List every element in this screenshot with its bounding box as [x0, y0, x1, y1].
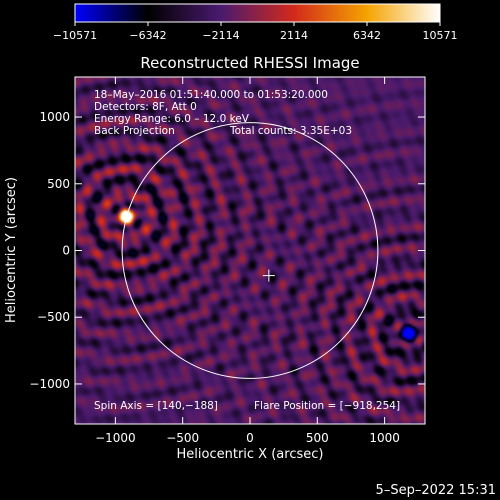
- colorbar-tick-label: 6342: [353, 29, 381, 42]
- x-axis-ticks: −1000 −500 0 500 1000: [95, 77, 400, 445]
- colorbar-tick-label: −6342: [129, 29, 166, 42]
- x-axis-label: Heliocentric X (arcsec): [177, 447, 324, 462]
- y-tick-label: 500: [47, 177, 70, 191]
- y-axis-ticks: 1000 500 0 −500 −1000: [29, 110, 425, 391]
- y-tick-label: 0: [62, 244, 70, 258]
- x-tick-label: 500: [306, 431, 329, 445]
- x-tick-label: −1000: [95, 431, 136, 445]
- plot-title: Reconstructed RHESSI Image: [140, 54, 359, 72]
- y-tick-label: 1000: [39, 110, 70, 124]
- y-axis-label: Heliocentric Y (arcsec): [4, 177, 19, 323]
- x-tick-label: −500: [166, 431, 199, 445]
- x-tick-label: 1000: [369, 431, 400, 445]
- colorbar-ticks: −10571 −6342 −2114 2114 6342 10571: [53, 22, 458, 42]
- spin-axis-label: Spin Axis = [140,−188]: [94, 400, 218, 412]
- timestamp: 5–Sep–2022 15:31: [376, 483, 496, 498]
- spin-axis-marker: [262, 269, 275, 282]
- x-tick-label: 0: [246, 431, 254, 445]
- colorbar-tick-label: 2114: [280, 29, 308, 42]
- colorbar-tick-label: 10571: [423, 29, 458, 42]
- colorbar-tick-label: −10571: [53, 29, 97, 42]
- info-line-method: Back Projection: [94, 125, 175, 137]
- info-line-date: 18–May–2016 01:51:40.000 to 01:53:20.000: [94, 89, 328, 101]
- solar-limb: [121, 122, 379, 379]
- info-line-energy: Energy Range: 6.0 – 12.0 keV: [94, 113, 250, 125]
- colorbar: [74, 3, 441, 23]
- colorbar-tick-label: −2114: [202, 29, 239, 42]
- info-line-detectors: Detectors: 8F, Att 0: [94, 101, 197, 113]
- heatmap-image: [75, 77, 425, 424]
- info-total-counts: Total counts: 3.35E+03: [229, 125, 352, 137]
- y-tick-label: −1000: [29, 377, 70, 391]
- flare-position-label: Flare Position = [−918,254]: [254, 400, 400, 412]
- info-block: 18–May–2016 01:51:40.000 to 01:53:20.000…: [94, 89, 400, 412]
- y-tick-label: −500: [37, 310, 70, 324]
